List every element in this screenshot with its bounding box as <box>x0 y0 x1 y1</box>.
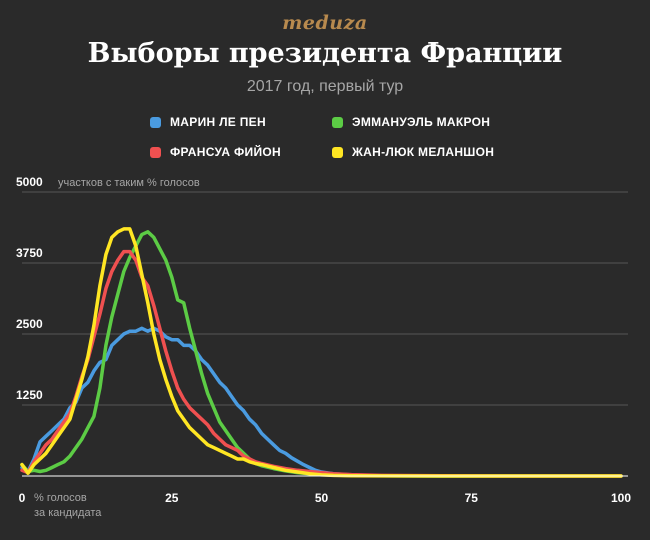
brand-logo: meduza <box>282 12 368 34</box>
x-axis-label-line1: % голосов <box>34 492 87 504</box>
x-tick-label: 100 <box>611 491 631 505</box>
y-axis-ticks: 1250 2500 3750 5000 <box>16 175 43 402</box>
legend-label: ЖАН-ЛЮК МЕЛАНШОН <box>352 145 495 159</box>
series-lines <box>20 227 623 478</box>
y-tick-label: 1250 <box>16 388 43 402</box>
legend-label: ФРАНСУА ФИЙОН <box>170 145 281 159</box>
x-tick-label: 0 <box>19 491 26 505</box>
y-tick-label: 3750 <box>16 246 43 260</box>
chart-title: Выборы президента Франции <box>87 38 563 69</box>
legend-label: МАРИН ЛЕ ПЕН <box>170 115 266 129</box>
legend-item-melenchon: ЖАН-ЛЮК МЕЛАНШОН <box>332 145 494 159</box>
y-tick-label: 2500 <box>16 317 43 331</box>
legend-item-fillon: ФРАНСУА ФИЙОН <box>150 145 281 159</box>
legend-swatch <box>150 116 161 128</box>
legend: МАРИН ЛЕ ПЕН ЭММАНУЭЛЬ МАКРОН ФРАНСУА ФИ… <box>150 115 550 165</box>
legend-swatch <box>150 146 161 158</box>
legend-swatch <box>332 146 343 158</box>
legend-item-macron: ЭММАНУЭЛЬ МАКРОН <box>332 115 490 129</box>
legend-swatch <box>332 116 343 128</box>
series-line-0 <box>20 326 623 478</box>
x-tick-label: 75 <box>465 491 479 505</box>
series-line-3 <box>20 227 623 478</box>
series-line-2 <box>20 249 623 478</box>
gridlines <box>22 191 628 406</box>
y-tick-label: 5000 <box>16 175 43 189</box>
y-axis-label: участков с таким % голосов <box>58 177 200 189</box>
legend-label: ЭММАНУЭЛЬ МАКРОН <box>352 115 491 129</box>
x-tick-label: 25 <box>165 491 179 505</box>
legend-item-le-pen: МАРИН ЛЕ ПЕН <box>150 115 266 129</box>
x-tick-label: 50 <box>315 491 329 505</box>
x-axis-label-line2: за кандидата <box>34 507 102 519</box>
x-axis-ticks: 0 25 50 75 100 <box>19 491 632 505</box>
chart-subtitle: 2017 год, первый тур <box>246 78 404 95</box>
